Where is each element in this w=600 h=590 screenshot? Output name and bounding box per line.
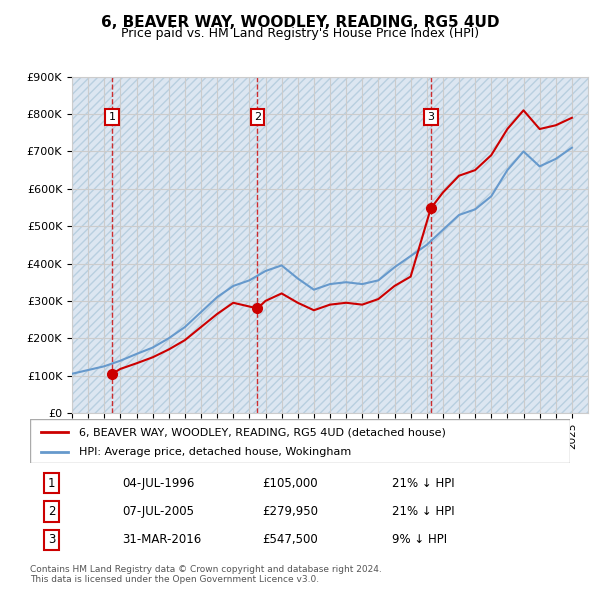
Text: 04-JUL-1996: 04-JUL-1996 xyxy=(122,477,194,490)
Text: 1: 1 xyxy=(48,477,55,490)
Text: Price paid vs. HM Land Registry's House Price Index (HPI): Price paid vs. HM Land Registry's House … xyxy=(121,27,479,40)
Text: 2: 2 xyxy=(48,505,55,518)
Text: 6, BEAVER WAY, WOODLEY, READING, RG5 4UD: 6, BEAVER WAY, WOODLEY, READING, RG5 4UD xyxy=(101,15,499,30)
Text: Contains HM Land Registry data © Crown copyright and database right 2024.
This d: Contains HM Land Registry data © Crown c… xyxy=(30,565,382,584)
Text: 1: 1 xyxy=(109,112,116,122)
Text: 6, BEAVER WAY, WOODLEY, READING, RG5 4UD (detached house): 6, BEAVER WAY, WOODLEY, READING, RG5 4UD… xyxy=(79,427,445,437)
Text: £279,950: £279,950 xyxy=(262,505,318,518)
Text: HPI: Average price, detached house, Wokingham: HPI: Average price, detached house, Woki… xyxy=(79,447,351,457)
Text: 31-MAR-2016: 31-MAR-2016 xyxy=(122,533,201,546)
Text: 21% ↓ HPI: 21% ↓ HPI xyxy=(392,505,454,518)
Text: 3: 3 xyxy=(48,533,55,546)
Text: 9% ↓ HPI: 9% ↓ HPI xyxy=(392,533,447,546)
Text: 2: 2 xyxy=(254,112,261,122)
Text: £105,000: £105,000 xyxy=(262,477,318,490)
FancyBboxPatch shape xyxy=(30,419,570,463)
Text: 3: 3 xyxy=(427,112,434,122)
Text: 21% ↓ HPI: 21% ↓ HPI xyxy=(392,477,454,490)
Text: £547,500: £547,500 xyxy=(262,533,318,546)
Text: 07-JUL-2005: 07-JUL-2005 xyxy=(122,505,194,518)
